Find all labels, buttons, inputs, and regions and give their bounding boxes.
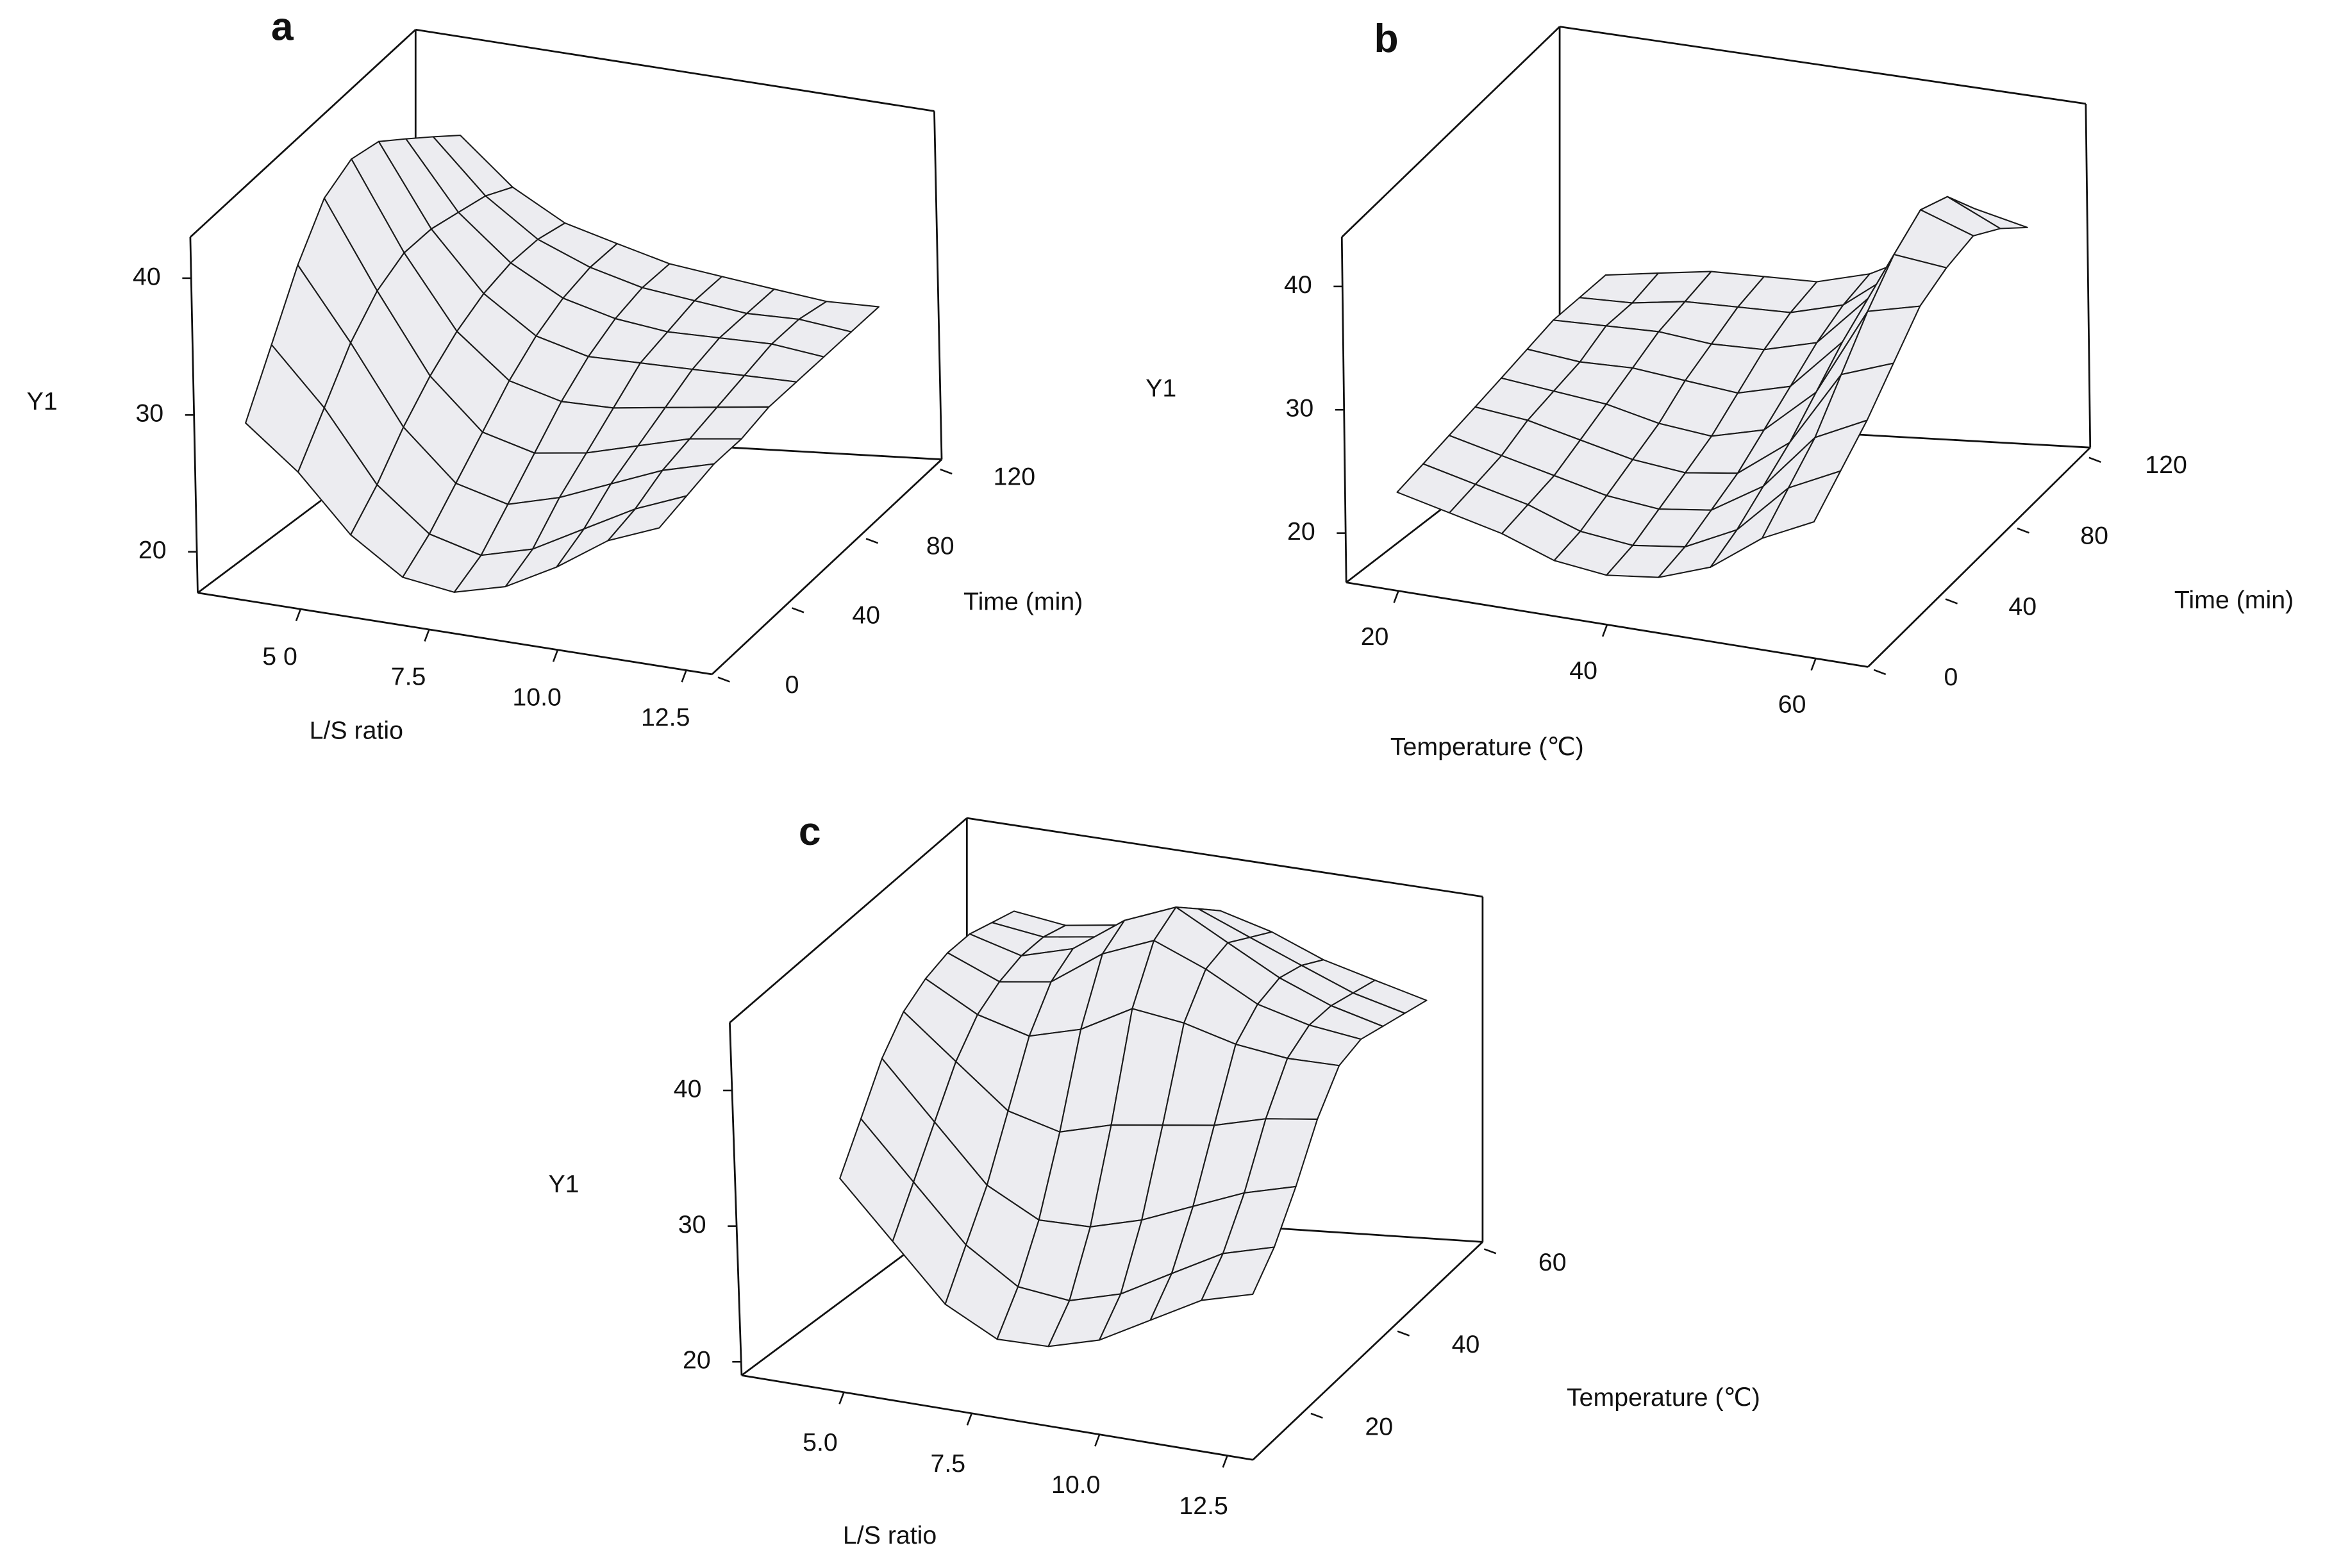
- y-tick: [1310, 1412, 1323, 1419]
- z-tick-label: 20: [138, 536, 167, 564]
- x-tick: [966, 1413, 973, 1426]
- x-tick: [1810, 658, 1817, 671]
- x-tick-label: 12.5: [641, 703, 690, 731]
- x-axis-label: Temperature (℃): [1390, 733, 1584, 761]
- x-tick-label: 60: [1778, 690, 1806, 719]
- x-tick: [1094, 1434, 1101, 1447]
- y-tick-label: 120: [994, 462, 1036, 490]
- x-tick: [424, 629, 430, 642]
- y-axis-label: Time (min): [963, 587, 1083, 615]
- y-tick: [717, 676, 730, 683]
- z-axis-label: Y1: [27, 387, 58, 415]
- y-tick-label: 20: [1365, 1412, 1393, 1440]
- y-tick-label: 40: [852, 601, 880, 630]
- box-edge: [197, 592, 712, 676]
- z-tick-label: 30: [135, 399, 163, 428]
- z-tick-label: 40: [133, 262, 161, 290]
- y-tick: [792, 607, 804, 613]
- box-edge: [933, 111, 943, 460]
- y-tick-label: 120: [2145, 451, 2187, 479]
- y-axis-label: Time (min): [2174, 586, 2294, 614]
- z-axis-label: Y1: [548, 1170, 579, 1198]
- x-tick: [552, 649, 559, 662]
- x-tick-label: 7.5: [931, 1449, 966, 1478]
- y-tick-label: 40: [1452, 1330, 1480, 1358]
- y-tick: [2017, 528, 2029, 534]
- box-edge: [1252, 1241, 1483, 1461]
- x-tick: [295, 608, 302, 622]
- y-tick-label: 80: [926, 532, 954, 560]
- y-tick: [1945, 598, 1958, 605]
- box-edge: [729, 1022, 743, 1376]
- x-tick: [1393, 590, 1399, 603]
- y-tick-label: 60: [1538, 1248, 1567, 1276]
- y-tick: [940, 468, 953, 475]
- z-tick-label: 30: [678, 1210, 706, 1239]
- box-edge: [1867, 447, 2091, 668]
- panel-label: c: [799, 809, 821, 854]
- y-tick-label: 80: [2080, 521, 2108, 549]
- y-tick-label: 0: [785, 671, 799, 699]
- box-edge: [1559, 26, 2087, 105]
- box-edge: [2085, 103, 2092, 448]
- x-tick: [1222, 1455, 1228, 1468]
- z-tick-label: 30: [1285, 394, 1313, 422]
- panel-label: a: [271, 4, 294, 49]
- z-tick-label: 40: [674, 1074, 702, 1103]
- box-edge: [1341, 26, 1561, 238]
- x-axis-label: L/S ratio: [843, 1521, 937, 1549]
- box-edge: [711, 458, 942, 675]
- y-tick: [2088, 456, 2101, 463]
- z-tick-label: 40: [1284, 271, 1312, 299]
- box-edge: [741, 1374, 1253, 1461]
- y-tick: [1873, 669, 1887, 676]
- x-tick-label: 10.0: [1051, 1471, 1100, 1499]
- z-tick-label: 20: [1287, 517, 1315, 546]
- box-edge: [729, 817, 968, 1024]
- x-tick-label: 10.0: [512, 683, 561, 711]
- x-tick-label: 7.5: [391, 663, 426, 691]
- y-tick-label: 0: [1944, 663, 1958, 691]
- surface-cell: [607, 495, 688, 542]
- y-tick: [1397, 1330, 1410, 1337]
- x-tick-label: 5 0: [262, 642, 297, 671]
- surface-cell: [1201, 1246, 1275, 1301]
- x-tick-label: 12.5: [1179, 1492, 1228, 1520]
- surface-cell: [1761, 470, 1842, 539]
- x-tick: [838, 1392, 845, 1405]
- y-tick: [865, 538, 879, 544]
- x-tick: [1601, 624, 1608, 637]
- box-edge: [415, 28, 935, 112]
- y-tick-label: 40: [2008, 592, 2037, 621]
- x-tick-label: 40: [1569, 656, 1597, 685]
- box-edge: [1340, 237, 1347, 583]
- x-axis-label: L/S ratio: [310, 716, 403, 744]
- z-axis-label: Y1: [1146, 374, 1176, 402]
- x-tick-label: 5.0: [803, 1428, 838, 1456]
- y-tick: [1483, 1248, 1497, 1255]
- z-tick-label: 20: [683, 1346, 711, 1374]
- box-edge: [967, 817, 1483, 898]
- panel-label: b: [1374, 16, 1399, 61]
- box-edge: [189, 29, 417, 238]
- x-tick-label: 20: [1361, 622, 1389, 651]
- x-tick: [681, 670, 687, 683]
- y-axis-label: Temperature (℃): [1567, 1383, 1760, 1412]
